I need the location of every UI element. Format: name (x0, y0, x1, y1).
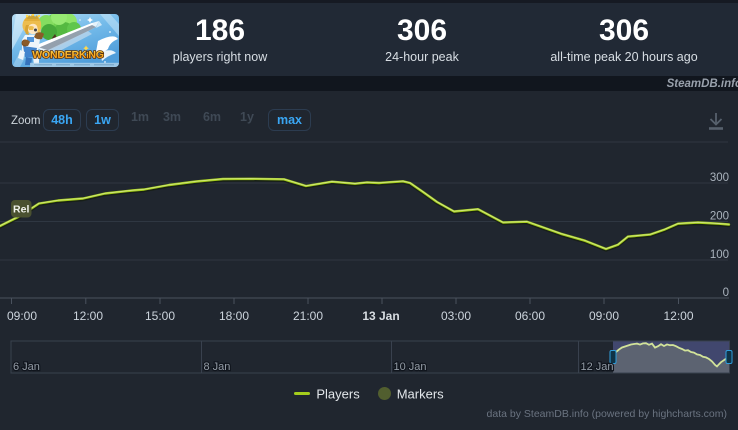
svg-text:15:00: 15:00 (145, 309, 175, 323)
svg-text:03:00: 03:00 (441, 309, 471, 323)
svg-text:Rel: Rel (13, 204, 29, 216)
svg-text:12 Jan: 12 Jan (581, 361, 614, 373)
svg-text:09:00: 09:00 (7, 309, 37, 323)
svg-text:13 Jan: 13 Jan (362, 309, 399, 323)
svg-text:12:00: 12:00 (73, 309, 103, 323)
svg-text:8 Jan: 8 Jan (204, 361, 231, 373)
svg-text:WONDERKiNG: WONDERKiNG (32, 49, 103, 61)
svg-text:12:00: 12:00 (663, 309, 693, 323)
svg-text:100: 100 (710, 249, 729, 261)
svg-text:0: 0 (723, 287, 729, 299)
svg-text:200: 200 (710, 211, 729, 223)
svg-text:09:00: 09:00 (589, 309, 619, 323)
svg-text:6 Jan: 6 Jan (13, 361, 40, 373)
svg-text:06:00: 06:00 (515, 309, 545, 323)
svg-text:21:00: 21:00 (293, 309, 323, 323)
svg-text:300: 300 (710, 172, 729, 184)
svg-text:18:00: 18:00 (219, 309, 249, 323)
svg-text:10 Jan: 10 Jan (394, 361, 427, 373)
